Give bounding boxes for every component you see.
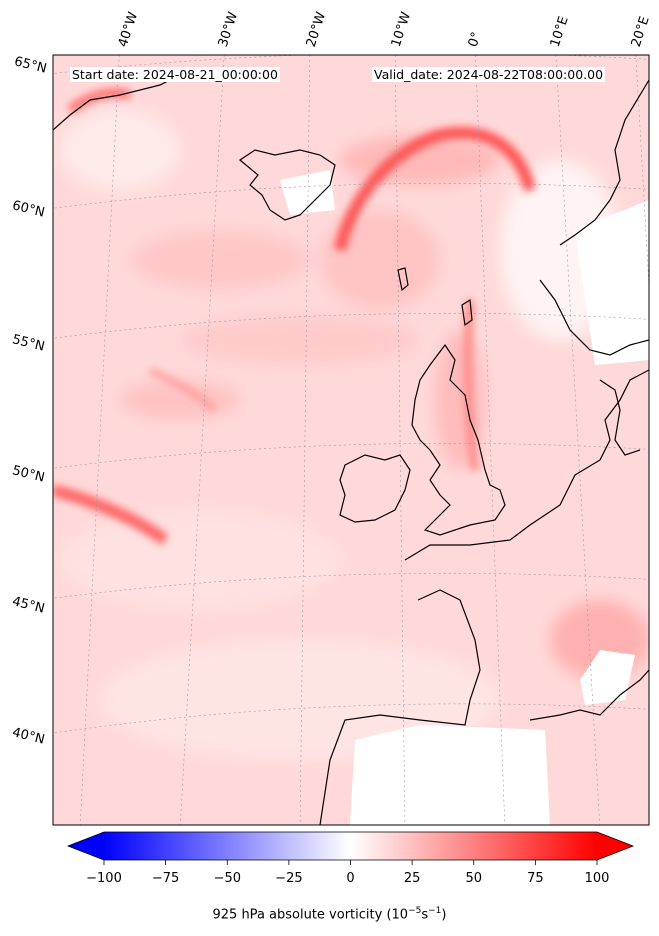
colorbar-title-text: 925 hPa absolute vorticity (10 bbox=[212, 907, 409, 923]
vorticity-field bbox=[60, 110, 649, 760]
colorbar-tick-label: −75 bbox=[151, 871, 180, 886]
colorbar-title-mid: s bbox=[421, 907, 429, 923]
colorbar-title-exp2: −1 bbox=[428, 906, 442, 916]
denmark-coast bbox=[599, 379, 641, 456]
scandinavia-south-coast bbox=[539, 279, 649, 356]
alps-white-area bbox=[580, 650, 635, 705]
colorbar-tick-label: 25 bbox=[403, 871, 421, 886]
graticule bbox=[53, 55, 649, 825]
iceland-coast bbox=[238, 149, 336, 221]
med-coast bbox=[529, 669, 649, 721]
faroe-coast bbox=[397, 267, 409, 292]
colorbar-tick-label: −25 bbox=[275, 871, 303, 886]
great-britain-coast bbox=[411, 343, 506, 536]
continent-north-coast bbox=[404, 369, 649, 561]
coastlines bbox=[53, 79, 649, 825]
colorbar-tick-label: 50 bbox=[465, 871, 483, 886]
map-frame bbox=[52, 54, 650, 826]
colorbar-tick-label: 75 bbox=[527, 871, 544, 886]
colorbar-tick-label: −50 bbox=[213, 871, 242, 886]
ireland-coast bbox=[339, 454, 411, 523]
norway-coast bbox=[559, 79, 649, 246]
greenland-coast bbox=[53, 79, 171, 131]
colorbar-title-exp1: −5 bbox=[408, 906, 422, 916]
colorbar-tick-label: 0 bbox=[346, 871, 355, 886]
scandinavia-white-area bbox=[575, 200, 649, 365]
colorbar-title-end: ) bbox=[441, 907, 447, 923]
france-iberia-coast bbox=[319, 589, 481, 825]
valid-date-label: Valid_date: 2024-08-22T08:00:00.00 bbox=[372, 67, 606, 82]
colorbar-tick-label: 100 bbox=[584, 871, 610, 886]
colorbar-extend-low bbox=[68, 832, 104, 860]
colorbar-gradient bbox=[104, 832, 597, 860]
iceland-white-area bbox=[280, 170, 335, 215]
colorbar-extend-high bbox=[597, 832, 633, 860]
shetland-coast bbox=[461, 298, 473, 327]
iberia-white-area bbox=[350, 725, 550, 825]
map-area bbox=[53, 55, 649, 825]
start-date-label: Start date: 2024-08-21_00:00:00 bbox=[70, 67, 280, 82]
colorbar bbox=[66, 831, 635, 865]
colorbar-title: 925 hPa absolute vorticity (10−5s−1) bbox=[0, 906, 659, 922]
colorbar-tick-label: −100 bbox=[86, 871, 122, 886]
